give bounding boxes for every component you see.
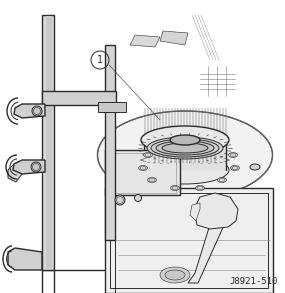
Bar [105, 150, 180, 195]
Polygon shape [194, 193, 238, 229]
Bar [108, 153, 176, 193]
Polygon shape [130, 35, 160, 47]
Ellipse shape [196, 185, 205, 190]
Polygon shape [160, 31, 188, 45]
Ellipse shape [135, 195, 141, 202]
Bar [144, 145, 226, 170]
Ellipse shape [231, 166, 239, 171]
Ellipse shape [162, 143, 208, 153]
Polygon shape [8, 248, 42, 270]
Ellipse shape [160, 267, 190, 283]
Bar [46, 16, 52, 268]
Polygon shape [8, 164, 22, 182]
Ellipse shape [165, 270, 185, 280]
Polygon shape [190, 203, 200, 221]
Ellipse shape [141, 156, 229, 184]
Ellipse shape [217, 178, 227, 183]
Polygon shape [13, 160, 45, 174]
Ellipse shape [170, 185, 180, 190]
Ellipse shape [32, 106, 42, 116]
Ellipse shape [97, 111, 272, 199]
Ellipse shape [31, 162, 41, 172]
Bar [105, 45, 115, 240]
Bar [42, 91, 116, 105]
Bar [105, 188, 273, 293]
Ellipse shape [141, 126, 229, 154]
Ellipse shape [229, 152, 237, 158]
Ellipse shape [147, 137, 223, 159]
Bar [98, 102, 126, 112]
Ellipse shape [170, 135, 200, 145]
Ellipse shape [250, 164, 260, 170]
Bar [42, 15, 54, 270]
Polygon shape [14, 104, 45, 118]
Polygon shape [188, 211, 230, 283]
Ellipse shape [115, 195, 125, 205]
Text: 1: 1 [97, 55, 103, 65]
Ellipse shape [151, 139, 219, 157]
Ellipse shape [156, 141, 214, 155]
Bar [110, 193, 268, 288]
Ellipse shape [139, 166, 148, 171]
Ellipse shape [148, 178, 156, 183]
Ellipse shape [144, 152, 152, 158]
Text: J8921-510: J8921-510 [230, 277, 278, 286]
